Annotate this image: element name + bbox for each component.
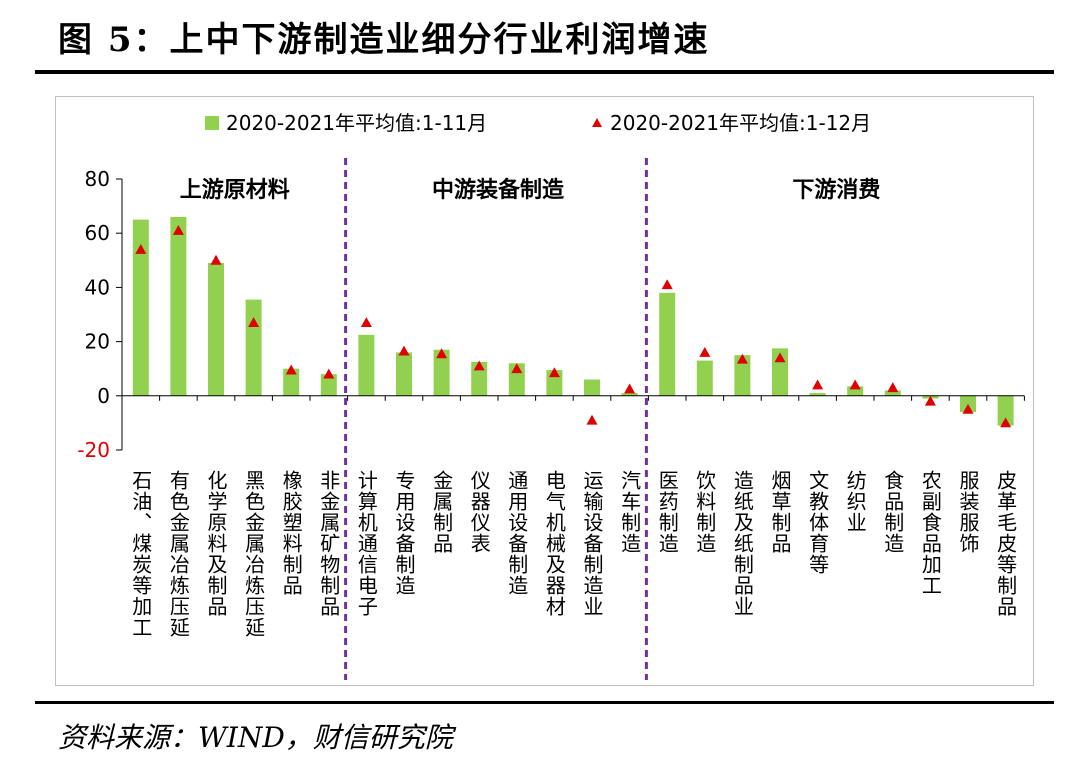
y-tick-label: 20 bbox=[85, 330, 110, 354]
x-tick-label: 服装服饰 bbox=[956, 470, 980, 554]
x-tick-label: 通用设备制造 bbox=[505, 470, 529, 596]
x-tick-label: 饮料制造 bbox=[693, 470, 717, 554]
x-tick-label: 烟草制品 bbox=[768, 470, 792, 554]
marker-point bbox=[473, 360, 485, 371]
bar bbox=[809, 393, 826, 396]
group-label: 下游消费 bbox=[792, 177, 880, 203]
x-tick-label: 食品制造 bbox=[881, 470, 905, 554]
bar bbox=[696, 360, 713, 396]
x-tick-label: 石油、煤炭等加工 bbox=[129, 470, 153, 638]
marker-point bbox=[736, 353, 748, 364]
x-tick-label: 运输设备制造业 bbox=[580, 470, 604, 617]
marker-point bbox=[285, 364, 297, 375]
marker-point bbox=[436, 348, 448, 359]
marker-point bbox=[924, 395, 936, 406]
x-tick-label: 有色金属冶炼压延 bbox=[166, 470, 190, 638]
marker-point bbox=[210, 254, 222, 265]
marker-point bbox=[699, 346, 711, 357]
legend-swatch-bar bbox=[205, 116, 219, 130]
y-tick-label: 0 bbox=[97, 384, 110, 408]
marker-point bbox=[360, 317, 372, 328]
bar bbox=[283, 368, 300, 396]
x-tick-label: 纺织业 bbox=[843, 470, 867, 533]
marker-point bbox=[548, 367, 560, 378]
title-rule bbox=[35, 70, 1054, 74]
x-tick-label: 医药制造 bbox=[655, 470, 679, 554]
marker-point bbox=[398, 345, 410, 356]
x-tick-label: 汽车制造 bbox=[618, 470, 642, 554]
legend-label: 2020-2021年平均值:1-11月 bbox=[226, 111, 487, 135]
bar bbox=[734, 355, 751, 396]
group-label: 上游原材料 bbox=[180, 177, 290, 203]
bar bbox=[245, 299, 262, 396]
group-label: 中游装备制造 bbox=[432, 177, 564, 203]
marker-point bbox=[962, 403, 974, 414]
marker-point bbox=[849, 379, 861, 390]
marker-point bbox=[887, 382, 899, 393]
x-tick-label: 皮革毛皮等制品 bbox=[994, 470, 1018, 617]
bar bbox=[847, 386, 864, 396]
y-tick-label: 40 bbox=[85, 275, 110, 299]
marker-point bbox=[1000, 417, 1012, 428]
bar bbox=[471, 361, 488, 396]
bar bbox=[433, 349, 450, 396]
x-tick-label: 农副食品加工 bbox=[918, 470, 942, 596]
x-tick-label: 专用设备制造 bbox=[392, 470, 416, 596]
bar bbox=[584, 379, 600, 396]
chart-frame bbox=[55, 96, 1034, 686]
x-tick-label: 电气机械及器材 bbox=[542, 470, 566, 617]
x-tick-label: 非金属矿物制品 bbox=[317, 470, 341, 617]
y-tick-label: 80 bbox=[85, 167, 110, 191]
bar bbox=[132, 219, 149, 396]
bar bbox=[396, 352, 412, 396]
x-tick-label: 造纸及纸制品业 bbox=[730, 470, 754, 617]
legend-swatch-marker bbox=[592, 118, 602, 127]
bar bbox=[659, 292, 676, 396]
bar bbox=[320, 374, 337, 396]
x-tick-label: 化学原料及制品 bbox=[204, 470, 228, 617]
y-tick-label: -20 bbox=[77, 438, 110, 462]
marker-point bbox=[172, 224, 184, 235]
bar bbox=[358, 334, 375, 396]
legend-label: 2020-2021年平均值:1-12月 bbox=[610, 111, 871, 135]
y-tick-label: 60 bbox=[85, 221, 110, 245]
page-title: 图 5：上中下游制造业细分行业利润增速 bbox=[58, 20, 710, 60]
x-tick-label: 仪器仪表 bbox=[467, 470, 491, 554]
x-tick-label: 文教体育等 bbox=[806, 470, 830, 575]
marker-point bbox=[586, 414, 598, 425]
x-tick-label: 橡胶塑料制品 bbox=[279, 470, 303, 596]
marker-point bbox=[511, 363, 523, 374]
marker-point bbox=[624, 383, 636, 394]
x-tick-label: 计算机通信电子 bbox=[354, 470, 378, 617]
marker-point bbox=[323, 368, 335, 379]
marker-point bbox=[774, 352, 786, 363]
bar bbox=[997, 395, 1014, 426]
bar bbox=[208, 263, 224, 396]
x-tick-label: 黑色金属冶炼压延 bbox=[242, 470, 266, 638]
bar bbox=[621, 393, 638, 396]
marker-point bbox=[661, 279, 673, 290]
marker-point bbox=[812, 379, 824, 390]
marker-point bbox=[135, 243, 147, 254]
marker-point bbox=[248, 317, 260, 328]
bar bbox=[170, 216, 187, 396]
bar bbox=[884, 390, 901, 396]
source-rule bbox=[35, 701, 1054, 704]
x-tick-label: 金属制品 bbox=[430, 470, 454, 554]
source-note: 资料来源：WIND，财信研究院 bbox=[58, 721, 453, 754]
